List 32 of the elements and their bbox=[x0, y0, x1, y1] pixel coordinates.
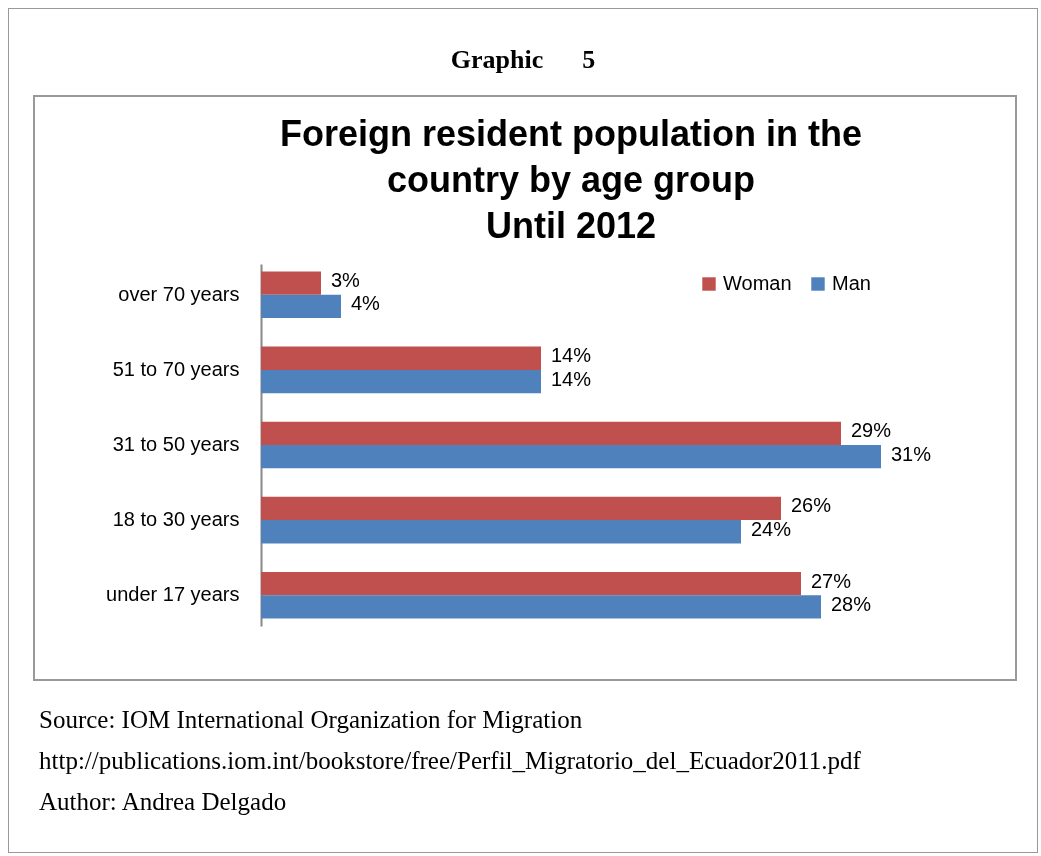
bar bbox=[261, 271, 321, 295]
bar bbox=[261, 571, 801, 596]
data-label: 3% bbox=[331, 269, 361, 292]
y-tick-label: 31 to 50 years bbox=[112, 433, 240, 455]
data-label: 14% bbox=[551, 367, 592, 390]
legend-label: Woman bbox=[723, 272, 792, 294]
data-label: 31% bbox=[891, 442, 932, 465]
bar bbox=[261, 294, 341, 319]
data-label: 28% bbox=[831, 592, 872, 615]
data-label: 4% bbox=[351, 292, 381, 315]
bar bbox=[261, 346, 541, 370]
data-label: 29% bbox=[851, 419, 892, 442]
y-tick-label: 51 to 70 years bbox=[112, 357, 240, 380]
y-tick-label: 18 to 30 years bbox=[112, 508, 240, 531]
chart-title: Foreign resident population in the country by age group Until 2012 bbox=[280, 113, 862, 246]
text: Author: Andrea Delgado bbox=[39, 787, 288, 817]
bar bbox=[261, 595, 821, 619]
data-label: 26% bbox=[791, 494, 832, 517]
data-label: 14% bbox=[551, 344, 592, 367]
bar bbox=[261, 520, 741, 544]
data-label: 24% bbox=[751, 517, 792, 540]
bar bbox=[261, 496, 781, 521]
legend-label: Man bbox=[832, 272, 871, 294]
data-label: 27% bbox=[811, 569, 852, 592]
text: Graphic 5 bbox=[449, 45, 597, 75]
bar bbox=[261, 369, 541, 394]
text: http://publications.iom.int/bookstore/free/Perfil_Migratorio_del_Ecuador2011.pdf bbox=[39, 746, 861, 776]
bar bbox=[261, 445, 881, 469]
source-note: Source: IOM International Organization for Migration bbox=[39, 705, 584, 735]
y-tick-label: under 17 years bbox=[106, 583, 240, 606]
y-tick-label: over 70 years bbox=[118, 282, 240, 305]
bar bbox=[261, 421, 841, 445]
